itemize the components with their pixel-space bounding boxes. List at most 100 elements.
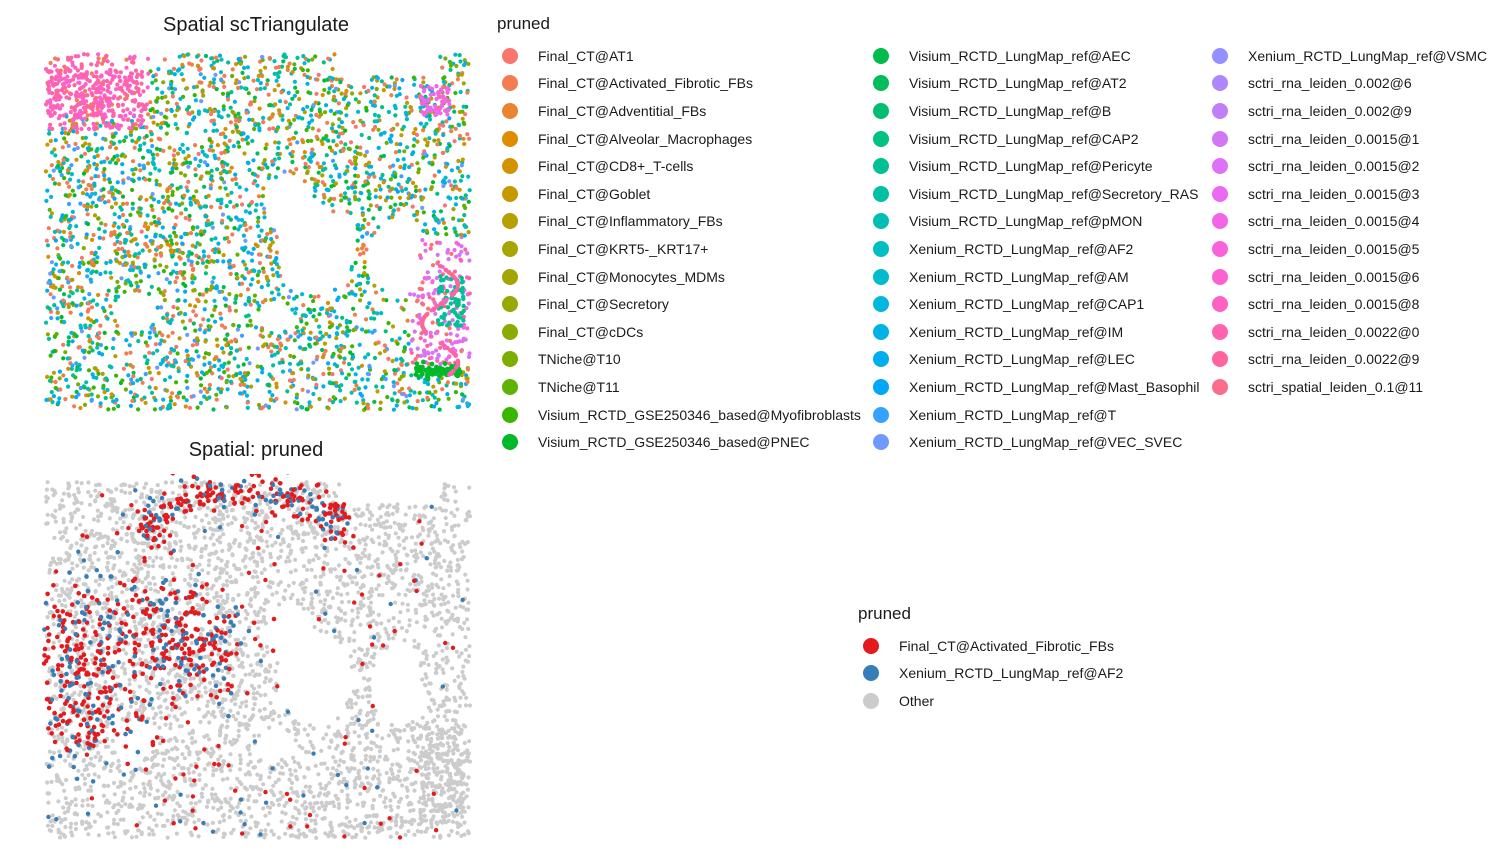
scatter-point: [253, 325, 259, 330]
scatter-point-other: [123, 508, 128, 513]
scatter-point: [210, 313, 215, 318]
scatter-point-other: [193, 577, 198, 582]
scatter-point: [332, 196, 337, 201]
scatter-point: [48, 105, 53, 110]
scatter-point: [86, 393, 91, 398]
scatter-point: [86, 159, 91, 164]
scatter-point: [145, 85, 150, 90]
scatter-point: [460, 157, 465, 162]
scatter-point-other: [206, 571, 211, 576]
scatter-point: [342, 195, 347, 200]
scatter-point: [61, 157, 66, 162]
scatter-point: [324, 153, 329, 158]
scatter-point: [302, 179, 307, 184]
scatter-point: [253, 208, 258, 213]
scatter-point: [180, 319, 185, 324]
scatter-point: [85, 52, 90, 57]
scatter-point: [295, 89, 300, 95]
scatter-point: [250, 117, 255, 122]
scatter-point: [203, 271, 208, 276]
scatter-point: [372, 230, 377, 235]
scatter-point: [318, 336, 323, 341]
scatter-point: [182, 53, 187, 59]
scatter-point: [430, 263, 436, 268]
scatter-point: [290, 69, 295, 75]
scatter-point: [180, 62, 185, 67]
scatter-point: [294, 392, 300, 397]
scatter-point: [246, 250, 251, 255]
scatter-point: [223, 297, 228, 302]
scatter-point: [220, 346, 225, 351]
scatter-point: [96, 371, 101, 376]
scatter-point: [301, 140, 306, 145]
scatter-point: [345, 283, 351, 288]
scatter-point: [380, 287, 385, 292]
scatter-point-other: [178, 484, 183, 489]
scatter-point: [255, 346, 260, 351]
scatter-point: [225, 387, 230, 392]
scatter-point: [448, 60, 453, 65]
scatter-point-other: [146, 564, 151, 569]
scatter-point: [404, 117, 409, 122]
scatter-point: [223, 337, 228, 342]
scatter-point: [403, 110, 408, 115]
scatter-point: [287, 102, 293, 107]
scatter-point: [320, 173, 325, 178]
scatter-point: [382, 130, 387, 135]
scatter-point-other: [182, 577, 187, 583]
scatter-point-other: [322, 792, 327, 797]
scatter-point: [128, 71, 134, 76]
scatter-point-other: [151, 506, 156, 511]
scatter-point: [257, 234, 262, 239]
scatter-point-other: [270, 592, 275, 597]
scatter-point: [125, 107, 130, 112]
scatter-point: [396, 207, 401, 212]
scatter-point: [435, 318, 441, 323]
scatter-point: [349, 85, 354, 90]
scatter-point: [182, 261, 187, 266]
scatter-point: [330, 122, 335, 127]
scatter-point: [57, 166, 62, 171]
scatter-point-other: [449, 828, 454, 834]
scatter-point: [133, 252, 138, 257]
scatter-point: [361, 123, 366, 128]
scatter-point: [345, 209, 350, 214]
scatter-point: [452, 109, 457, 114]
scatter-point: [208, 183, 213, 188]
scatter-point: [149, 376, 154, 382]
scatter-point: [164, 107, 169, 113]
scatter-point: [246, 371, 251, 376]
scatter-point-other: [119, 488, 124, 494]
scatter-point: [167, 280, 172, 285]
scatter-point-other: [151, 575, 156, 581]
scatter-point: [154, 182, 159, 187]
scatter-point: [372, 93, 377, 98]
scatter-point: [435, 191, 440, 196]
scatter-point: [444, 357, 449, 362]
scatter-point: [462, 213, 467, 218]
scatter-point: [193, 328, 198, 333]
scatter-point: [426, 382, 431, 387]
scatter-point: [430, 279, 435, 284]
scatter-point: [61, 356, 66, 361]
scatter-point: [327, 380, 332, 385]
scatter-point: [181, 149, 186, 154]
scatter-point: [106, 121, 111, 126]
scatter-point: [340, 371, 345, 376]
scatter-point: [62, 176, 67, 181]
scatter-point: [149, 284, 154, 289]
scatter-point: [244, 187, 249, 192]
scatter-point-other: [189, 568, 194, 573]
scatter-point: [425, 343, 430, 348]
scatter-point: [71, 129, 76, 134]
scatter-point: [242, 276, 247, 281]
scatter-point: [186, 164, 191, 169]
scatter-point: [436, 377, 441, 382]
scatter-point-other: [209, 551, 214, 556]
scatter-point: [206, 254, 211, 259]
scatter-point-other: [196, 756, 201, 762]
scatter-point: [263, 403, 268, 408]
scatter-point: [291, 354, 296, 359]
scatter-point: [251, 158, 256, 163]
scatter-point: [170, 391, 175, 396]
